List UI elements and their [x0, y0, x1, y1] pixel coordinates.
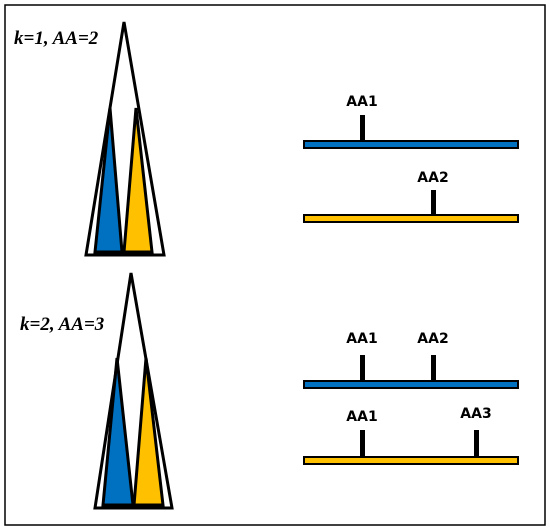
- tree: [84, 21, 166, 257]
- marker-tick: [360, 115, 365, 141]
- track-bar: [303, 380, 519, 389]
- track-bar: [303, 456, 519, 465]
- marker-tick: [474, 430, 479, 457]
- marker-tick: [431, 190, 436, 215]
- marker-label: AA1: [346, 409, 377, 425]
- panel-label: k=1, AA=2: [14, 28, 99, 49]
- marker-label: AA1: [346, 331, 377, 347]
- frame: [4, 4, 546, 526]
- marker-label: AA2: [417, 170, 448, 186]
- panel-label: k=2, AA=3: [20, 314, 104, 335]
- marker-tick: [360, 430, 365, 457]
- marker-tick: [431, 355, 436, 381]
- tree: [93, 272, 174, 510]
- marker-label: AA3: [460, 406, 491, 422]
- track-bar: [303, 140, 519, 149]
- marker-label: AA1: [346, 94, 377, 110]
- marker-tick: [360, 355, 365, 381]
- marker-label: AA2: [417, 331, 448, 347]
- track-bar: [303, 214, 519, 223]
